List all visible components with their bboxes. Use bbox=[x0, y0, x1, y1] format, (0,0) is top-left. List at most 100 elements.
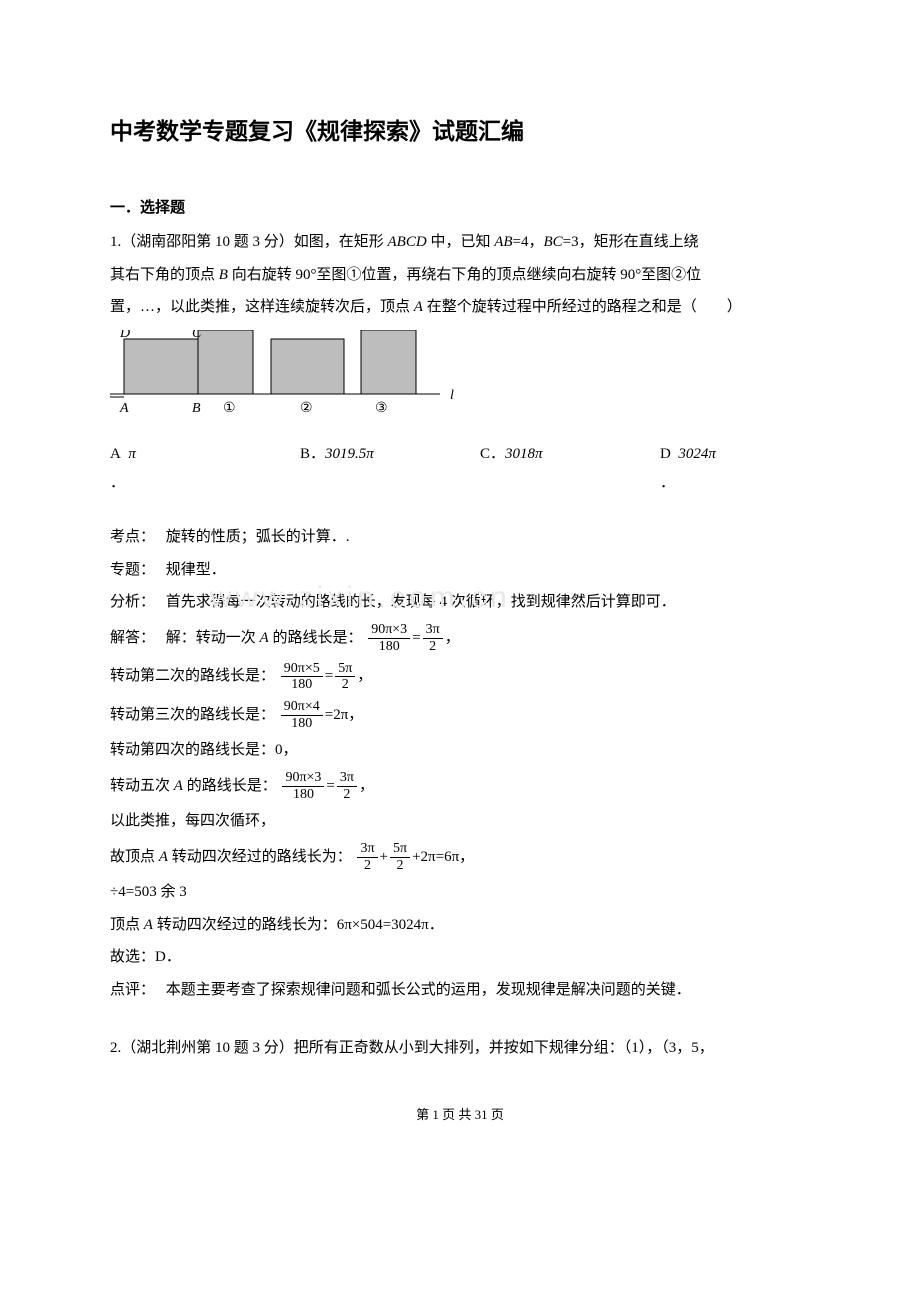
opt-b-val: 3019.5π bbox=[325, 446, 374, 462]
num: 3π bbox=[423, 622, 443, 638]
kaodian: 考点： 旋转的性质；弧长的计算．. bbox=[110, 523, 810, 552]
tail: =2π， bbox=[325, 707, 364, 723]
var-ab: AB bbox=[494, 234, 512, 250]
text: 转动第三次的路线长是： bbox=[110, 707, 275, 723]
jieda-7: 故顶点 A 转动四次经过的路线长为： 3π2+5π2+2π=6π， bbox=[110, 840, 810, 875]
option-a: A π ． bbox=[110, 440, 300, 497]
svg-text:①: ① bbox=[223, 401, 236, 416]
page-title: 中考数学专题复习《规律探索》试题汇编 bbox=[110, 110, 810, 154]
var-b: B bbox=[219, 267, 228, 283]
fenxi: 分析： 首先求得每一次转动的路线的长，发现每 4 次循环，找到规律然后计算即可． bbox=[110, 588, 810, 617]
svg-text:D: D bbox=[119, 330, 130, 341]
text: =3，矩形在直线上绕 bbox=[563, 234, 699, 250]
var-a: A bbox=[174, 778, 183, 794]
comma: ， bbox=[357, 668, 372, 684]
text: 解：转动一次 bbox=[166, 630, 260, 646]
opt-d-label: D bbox=[660, 446, 671, 462]
opt-b-label: B． bbox=[300, 446, 325, 462]
section-heading: 一．选择题 bbox=[110, 194, 810, 223]
opt-c-val: 3018π bbox=[505, 446, 543, 462]
eq: = bbox=[412, 630, 420, 646]
den: 180 bbox=[282, 787, 324, 802]
den: 2 bbox=[423, 639, 443, 654]
num: 5π bbox=[335, 661, 355, 677]
text: 在整个旋转过程中所经过的路程之和是（ ） bbox=[423, 299, 742, 315]
num: 5π bbox=[390, 841, 410, 857]
q1-line1: 1.（湖南邵阳第 10 题 3 分）如图，在矩形 ABCD 中，已知 AB=4，… bbox=[110, 228, 810, 257]
var-a: A bbox=[144, 917, 153, 933]
den: 2 bbox=[357, 858, 377, 873]
jieda-1: 解答： 解：转动一次 A 的路线长是： 90π×3180=3π2， bbox=[110, 621, 810, 656]
rotation-diagram: DCAB①②③l bbox=[110, 330, 810, 431]
var-a: A bbox=[260, 630, 269, 646]
text: 转动第四次的路线长是：0， bbox=[110, 742, 298, 758]
text: 故顶点 bbox=[110, 849, 159, 865]
dianping: 点评： 本题主要考查了探索规律问题和弧长公式的运用，发现规律是解决问题的关键． bbox=[110, 976, 810, 1005]
eq: = bbox=[326, 778, 334, 794]
tail: +2π=6π， bbox=[412, 849, 474, 865]
text: 的路线长是： bbox=[183, 778, 277, 794]
page-footer: 第 1 页 共 31 页 bbox=[110, 1103, 810, 1128]
var-a: A bbox=[414, 299, 423, 315]
dot: ． bbox=[660, 475, 675, 491]
text: 中，已知 bbox=[427, 234, 495, 250]
fraction: 3π2 bbox=[337, 770, 357, 802]
svg-text:B: B bbox=[192, 401, 201, 416]
label: 解答： bbox=[110, 621, 162, 656]
num: 90π×4 bbox=[281, 699, 323, 715]
option-b: B．3019.5π bbox=[300, 440, 480, 497]
opt-c-label: C． bbox=[480, 446, 505, 462]
var-a: A bbox=[159, 849, 168, 865]
label: 专题： bbox=[110, 556, 162, 585]
text: 1.（湖南邵阳第 10 题 3 分）如图，在矩形 bbox=[110, 234, 388, 250]
text: 转动第二次的路线长是： bbox=[110, 668, 275, 684]
den: 2 bbox=[390, 858, 410, 873]
label: 考点： bbox=[110, 523, 162, 552]
dot: ． bbox=[110, 475, 125, 491]
option-c: C．3018π bbox=[480, 440, 660, 497]
q1-line2: 其右下角的顶点 B 向右旋转 90°至图①位置，再绕右下角的顶点继续向右旋转 9… bbox=[110, 261, 810, 290]
fraction: 3π2 bbox=[357, 841, 377, 873]
jieda-9: 顶点 A 转动四次经过的路线长为：6π×504=3024π． bbox=[110, 911, 810, 940]
q1-line3: 置，…，以此类推，这样连续旋转次后，顶点 A 在整个旋转过程中所经过的路程之和是… bbox=[110, 293, 810, 322]
options: A π ． B．3019.5π C．3018π D 3024π ． bbox=[110, 440, 810, 497]
svg-text:l: l bbox=[450, 388, 454, 403]
text: 转动四次经过的路线长为： bbox=[168, 849, 352, 865]
den: 180 bbox=[281, 716, 323, 731]
text: 置，…，以此类推，这样连续旋转次后，顶点 bbox=[110, 299, 414, 315]
text: 规律型． bbox=[166, 562, 226, 578]
text: 首先求得每一次转动的路线的长，发现每 4 次循环，找到规律然后计算即可． bbox=[166, 594, 676, 610]
option-d: D 3024π ． bbox=[660, 440, 830, 497]
var-bc: BC bbox=[544, 234, 563, 250]
fraction: 90π×4180 bbox=[281, 699, 323, 731]
jieda-10: 故选：D． bbox=[110, 943, 810, 972]
text: 2.（湖北荆州第 10 题 3 分）把所有正奇数从小到大排列，并按如下规律分组：… bbox=[110, 1040, 714, 1056]
text: 故选：D． bbox=[110, 949, 181, 965]
fraction: 5π2 bbox=[335, 661, 355, 693]
fraction: 90π×3180 bbox=[282, 770, 324, 802]
opt-d-val: 3024π bbox=[678, 446, 716, 462]
comma: ， bbox=[445, 630, 460, 646]
fraction: 3π2 bbox=[423, 622, 443, 654]
num: 90π×3 bbox=[282, 770, 324, 786]
jieda-6: 以此类推，每四次循环， bbox=[110, 807, 810, 836]
den: 2 bbox=[335, 677, 355, 692]
svg-text:C: C bbox=[192, 330, 202, 341]
svg-text:A: A bbox=[119, 401, 129, 416]
num: 90π×3 bbox=[368, 622, 410, 638]
text: 顶点 bbox=[110, 917, 144, 933]
text: 向右旋转 90°至图①位置，再绕右下角的顶点继续向右旋转 90°至图②位 bbox=[228, 267, 701, 283]
den: 180 bbox=[281, 677, 323, 692]
fraction: 5π2 bbox=[390, 841, 410, 873]
den: 2 bbox=[337, 787, 357, 802]
plus: + bbox=[380, 849, 388, 865]
label: 点评： bbox=[110, 976, 162, 1005]
text: 的路线长是： bbox=[269, 630, 363, 646]
text: 其右下角的顶点 bbox=[110, 267, 219, 283]
fraction: 90π×5180 bbox=[281, 661, 323, 693]
text: 转动五次 bbox=[110, 778, 174, 794]
jieda-5: 转动五次 A 的路线长是： 90π×3180=3π2， bbox=[110, 769, 810, 804]
num: 3π bbox=[357, 841, 377, 857]
text: 转动四次经过的路线长为：6π×504=3024π． bbox=[153, 917, 444, 933]
svg-text:③: ③ bbox=[375, 401, 388, 416]
